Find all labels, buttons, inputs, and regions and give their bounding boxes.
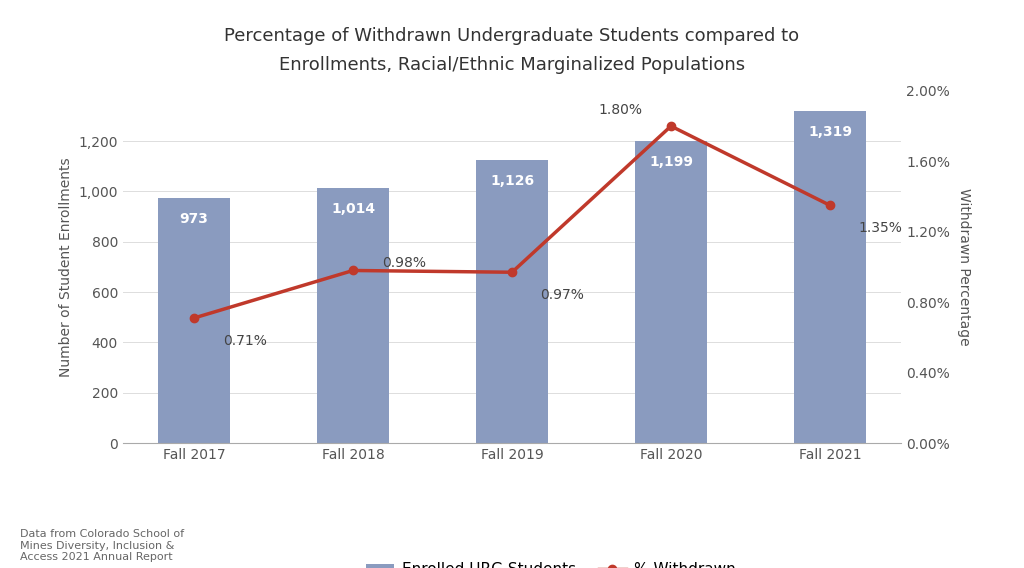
Text: 1.80%: 1.80%: [598, 103, 642, 117]
Text: 0.97%: 0.97%: [541, 288, 585, 302]
Text: 1,126: 1,126: [489, 174, 535, 187]
% Withdrawn: [187, 315, 200, 321]
Text: Enrollments, Racial/Ethnic Marginalized Populations: Enrollments, Racial/Ethnic Marginalized …: [279, 56, 745, 74]
Bar: [159, 198, 229, 443]
Legend: Enrolled URG Students, % Withdrawn: Enrolled URG Students, % Withdrawn: [360, 556, 741, 568]
Text: 973: 973: [179, 212, 209, 226]
Text: 1,319: 1,319: [808, 125, 852, 139]
Bar: [317, 188, 389, 443]
Text: 0.71%: 0.71%: [222, 334, 266, 348]
Y-axis label: Withdrawn Percentage: Withdrawn Percentage: [956, 188, 971, 346]
Bar: [795, 111, 865, 443]
Bar: [476, 160, 548, 443]
Line: % Withdrawn: % Withdrawn: [189, 122, 835, 322]
Bar: [635, 141, 707, 443]
% Withdrawn: [347, 267, 359, 274]
Text: Data from Colorado School of
Mines Diversity, Inclusion &
Access 2021 Annual Rep: Data from Colorado School of Mines Diver…: [20, 529, 184, 562]
% Withdrawn: [824, 202, 837, 208]
Text: 1.35%: 1.35%: [858, 221, 902, 235]
Text: Percentage of Withdrawn Undergraduate Students compared to: Percentage of Withdrawn Undergraduate St…: [224, 27, 800, 45]
Text: 1,199: 1,199: [649, 155, 693, 169]
% Withdrawn: [665, 123, 677, 130]
Y-axis label: Number of Student Enrollments: Number of Student Enrollments: [59, 157, 73, 377]
% Withdrawn: [506, 269, 518, 275]
Text: 0.98%: 0.98%: [382, 256, 426, 270]
Text: 1,014: 1,014: [331, 202, 375, 216]
